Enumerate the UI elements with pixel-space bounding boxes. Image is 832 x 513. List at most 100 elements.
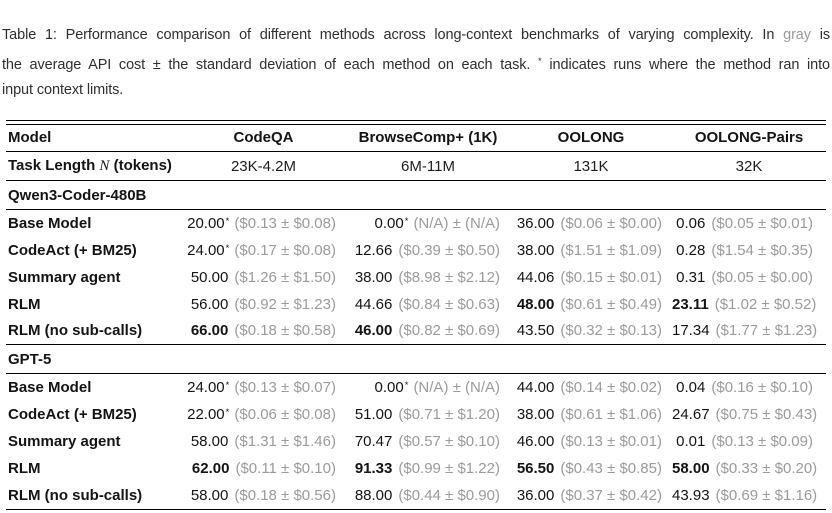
score: 50.00 xyxy=(190,268,229,286)
row-label: CodeAct (+ BM25) xyxy=(8,241,137,259)
task-length-label: Task Length N (tokens) xyxy=(6,151,181,181)
score: 88.00 xyxy=(354,486,393,504)
column-header-browsecomp: BrowseComp+ (1K) xyxy=(346,124,510,152)
score: 46.00 xyxy=(516,432,555,450)
score: 38.00 xyxy=(516,241,555,259)
metric-cell: 24.67 ($0.75 ± $0.43) xyxy=(672,401,826,428)
table-row-gpt5-rlm-no-subcalls: RLM (no sub-calls) 58.00 ($0.18 ± $0.56) … xyxy=(6,482,826,509)
cost: ($0.84 ± $0.63) xyxy=(398,295,500,313)
metric-cell: 56.50 ($0.43 ± $0.85) xyxy=(510,455,672,482)
score: 91.33 xyxy=(354,459,393,477)
cost: ($0.17 ± $0.08) xyxy=(234,241,336,259)
caption-line-2: the average API cost ± the standard devi… xyxy=(2,49,830,79)
cost: ($0.61 ± $0.49) xyxy=(560,295,662,313)
cost: ($0.06 ± $0.00) xyxy=(560,214,662,232)
metric-cell: 0.06 ($0.05 ± $0.01) xyxy=(672,210,826,237)
cost: ($0.92 ± $1.23) xyxy=(234,295,336,313)
score: 58.00 xyxy=(672,459,710,477)
metric-cell: 38.00 ($1.51 ± $1.09) xyxy=(510,237,672,264)
cost: (N/A) ± (N/A) xyxy=(413,214,500,232)
cost: ($0.06 ± $0.08) xyxy=(234,405,336,423)
section-title: Qwen3-Coder-480B xyxy=(6,180,826,210)
asterisk-icon: * xyxy=(225,406,230,418)
metric-cell: 44.00 ($0.14 ± $0.02) xyxy=(510,374,672,401)
metric-cell: 17.34 ($1.77 ± $1.23) xyxy=(672,317,826,345)
metric-cell: 0.01 ($0.13 ± $0.09) xyxy=(672,428,826,455)
table-row-gpt5-codeact: CodeAct (+ BM25) 22.00* ($0.06 ± $0.08) 5… xyxy=(6,401,826,428)
cost: ($0.75 ± $0.43) xyxy=(715,405,818,423)
column-header-oolong: OOLONG xyxy=(510,124,672,152)
row-label: RLM (no sub-calls) xyxy=(6,317,181,345)
metric-cell: 88.00 ($0.44 ± $0.90) xyxy=(346,482,510,509)
caption-text: the average API cost ± the standard devi… xyxy=(2,56,539,73)
score: 44.00 xyxy=(516,378,555,396)
score: 0.00 xyxy=(374,214,404,232)
row-label: Base Model xyxy=(8,378,92,396)
row-label: RLM xyxy=(8,295,41,313)
table-row-gpt5-base-model: Base Model 24.00* ($0.13 ± $0.07) 0.00* (N… xyxy=(6,374,826,401)
cost: ($0.82 ± $0.69) xyxy=(398,322,500,340)
caption-text: indicates runs where the method ran into xyxy=(541,56,830,73)
metric-cell: 46.00 ($0.13 ± $0.01) xyxy=(510,428,672,455)
metric-cell: 62.00 ($0.11 ± $0.10) xyxy=(181,455,346,482)
cost: ($0.33 ± $0.20) xyxy=(715,459,818,477)
score: 12.66 xyxy=(354,241,393,259)
metric-cell: 0.31 ($0.05 ± $0.00) xyxy=(672,264,826,291)
task-length-codeqa: 23K-4.2M xyxy=(181,151,346,181)
cost: ($0.14 ± $0.02) xyxy=(560,378,662,396)
table-row-qwen-rlm: RLM 56.00 ($0.92 ± $1.23) 44.66 ($0.84 ± $… xyxy=(6,291,826,318)
score: 24.00 xyxy=(187,378,225,396)
score: 20.00 xyxy=(187,214,225,232)
metric-cell: 38.00 ($0.61 ± $1.06) xyxy=(510,401,672,428)
task-length-row: Task Length N (tokens) 23K-4.2M 6M-11M 1… xyxy=(6,151,826,181)
table-bottom-rule xyxy=(6,508,826,513)
table-row-gpt5-rlm: RLM 62.00 ($0.11 ± $0.10) 91.33 ($0.99 ± $… xyxy=(6,455,826,482)
score: 36.00 xyxy=(516,214,555,232)
row-label: CodeAct (+ BM25) xyxy=(8,405,137,423)
task-length-oolong: 131K xyxy=(510,151,672,181)
caption-gray-word: gray xyxy=(783,27,811,43)
metric-cell: 58.00 ($0.18 ± $0.56) xyxy=(181,482,346,509)
cost: ($0.13 ± $0.01) xyxy=(560,432,662,450)
score: 43.50 xyxy=(516,322,555,340)
row-label: Summary agent xyxy=(8,432,121,450)
cost: ($0.05 ± $0.00) xyxy=(711,268,813,286)
table-row-qwen-rlm-no-subcalls: RLM (no sub-calls) 66.00 ($0.18 ± $0.58) … xyxy=(6,317,826,345)
score: 62.00 xyxy=(191,459,230,477)
asterisk-icon: * xyxy=(538,55,542,67)
cost: ($0.32 ± $0.13) xyxy=(560,322,662,340)
metric-cell: 48.00 ($0.61 ± $0.49) xyxy=(510,291,672,318)
metric-cell: 58.00 ($0.33 ± $0.20) xyxy=(672,455,826,482)
caption-text: Table 1: Performance comparison of diffe… xyxy=(2,27,784,43)
score: 38.00 xyxy=(354,268,393,286)
cost: ($1.51 ± $1.09) xyxy=(560,241,662,259)
table-row-qwen-codeact: CodeAct (+ BM25) 24.00* ($0.17 ± $0.08) 1… xyxy=(6,237,826,264)
score: 44.06 xyxy=(516,268,555,286)
task-length-oolongpairs: 32K xyxy=(672,151,826,181)
task-length-label-post: (tokens) xyxy=(109,157,172,174)
metric-cell: 0.04 ($0.16 ± $0.10) xyxy=(672,374,826,401)
cost: ($0.39 ± $0.50) xyxy=(398,241,500,259)
column-header-codeqa: CodeQA xyxy=(181,124,346,152)
score: 0.31 xyxy=(676,268,706,286)
table-caption: Table 1: Performance comparison of diffe… xyxy=(2,23,830,104)
table-row-qwen-summary-agent: Summary agent 50.00 ($1.26 ± $1.50) 38.00… xyxy=(6,264,826,291)
cost: ($0.99 ± $1.22) xyxy=(398,459,500,477)
metric-cell: 12.66 ($0.39 ± $0.50) xyxy=(346,237,510,264)
metric-cell: 70.47 ($0.57 ± $0.10) xyxy=(346,428,510,455)
score: 44.66 xyxy=(354,295,393,313)
asterisk-icon: * xyxy=(404,379,409,391)
row-label: Summary agent xyxy=(8,268,121,286)
asterisk-icon: * xyxy=(225,242,230,254)
score: 58.00 xyxy=(190,486,229,504)
metric-cell: 91.33 ($0.99 ± $1.22) xyxy=(346,455,510,482)
score: 0.28 xyxy=(676,241,706,259)
asterisk-icon: * xyxy=(225,215,230,227)
score: 24.00 xyxy=(187,241,225,259)
table-row-gpt5-summary-agent: Summary agent 58.00 ($1.31 ± $1.46) 70.47… xyxy=(6,428,826,455)
cost: ($0.13 ± $0.07) xyxy=(234,378,336,396)
cost: ($0.57 ± $0.10) xyxy=(398,432,500,450)
cost: ($0.15 ± $0.01) xyxy=(560,268,662,286)
metric-cell: 36.00 ($0.37 ± $0.42) xyxy=(510,482,672,509)
asterisk-icon: * xyxy=(404,215,409,227)
